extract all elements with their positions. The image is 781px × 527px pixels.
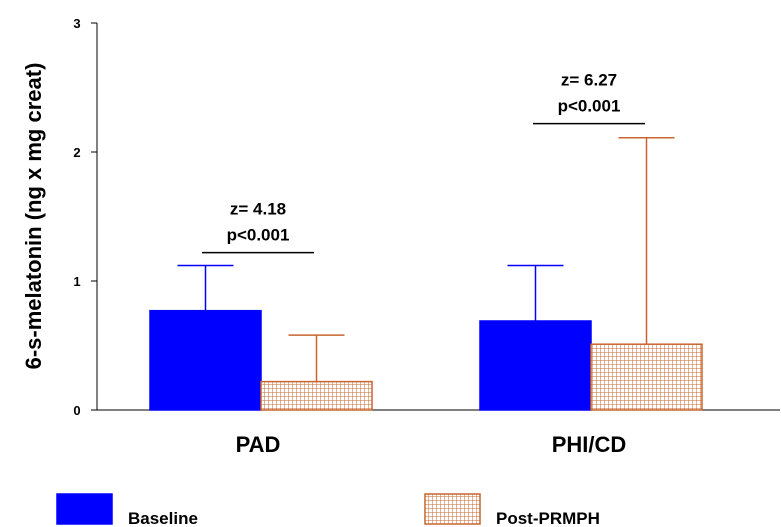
legend-swatch-baseline [56, 493, 113, 525]
x-category-label: PAD [236, 432, 281, 457]
y-tick-label: 3 [73, 16, 80, 31]
annotation-text: z= 6.27 [561, 71, 617, 90]
x-category-label: PHI/CD [552, 432, 627, 457]
legend-swatch-post-prmph [424, 493, 481, 525]
bar-baseline-phi-cd [479, 320, 592, 411]
y-tick-label: 2 [73, 145, 80, 160]
y-axis-label: 6-s-melatonin (ng x mg creat) [21, 63, 46, 370]
y-tick-label: 0 [73, 403, 80, 418]
annotation-text: z= 4.18 [230, 200, 286, 219]
legend-label: Post-PRMPH [496, 509, 600, 527]
legend-label: Baseline [128, 509, 198, 527]
bar-post-prmph-pad [260, 380, 373, 411]
bar-baseline-pad [149, 309, 262, 411]
bar-post-prmph-phi-cd [590, 343, 703, 411]
legend: Baseline Post-PRMPH [56, 493, 600, 527]
annotation-text: p<0.001 [227, 226, 290, 245]
annotation-text: p<0.001 [558, 97, 621, 116]
y-tick-label: 1 [73, 274, 80, 289]
plot-area: 0 1 2 3 PAD PHI/CD z= 4.18 p<0.001 z= 6.27 p<0.00… [73, 16, 780, 457]
